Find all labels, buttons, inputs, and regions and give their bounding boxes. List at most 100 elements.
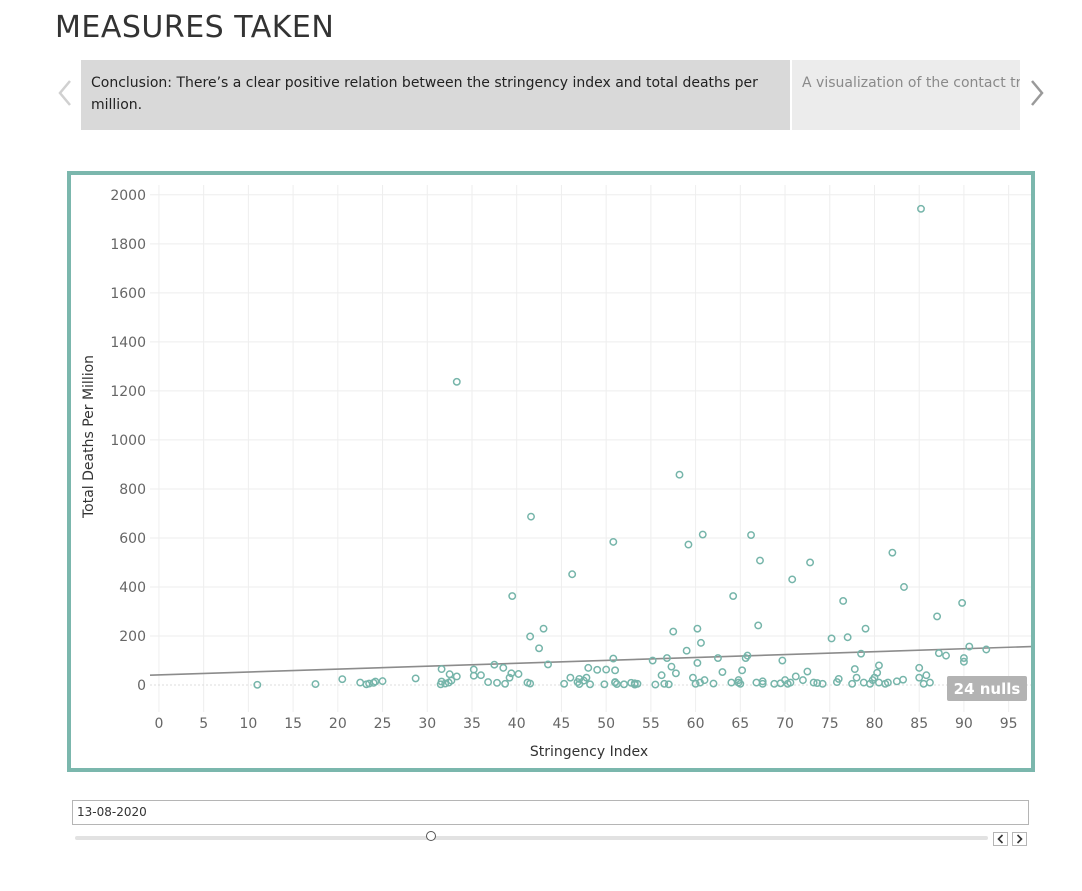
data-point[interactable]: [857, 649, 866, 658]
data-point[interactable]: [958, 598, 967, 607]
data-point[interactable]: [593, 665, 602, 674]
data-point[interactable]: [786, 678, 795, 687]
data-point[interactable]: [411, 674, 420, 683]
data-point[interactable]: [514, 670, 523, 678]
data-point[interactable]: [505, 673, 514, 682]
data-point[interactable]: [827, 634, 836, 643]
data-point[interactable]: [584, 663, 593, 672]
data-point[interactable]: [839, 597, 848, 605]
data-point[interactable]: [611, 666, 620, 675]
data-point[interactable]: [582, 673, 591, 682]
data-point[interactable]: [752, 678, 761, 687]
data-point[interactable]: [874, 661, 883, 670]
data-point[interactable]: [709, 679, 718, 688]
data-point[interactable]: [600, 680, 609, 689]
data-point[interactable]: [507, 669, 516, 678]
story-point-next[interactable]: A visualization of the contact tr: [792, 60, 1020, 130]
data-point[interactable]: [476, 671, 485, 680]
date-filter-input[interactable]: 13-08-2020: [72, 800, 1029, 825]
data-point[interactable]: [560, 679, 569, 688]
date-step-forward-button[interactable]: [1012, 832, 1027, 846]
data-point[interactable]: [718, 668, 727, 676]
data-point[interactable]: [873, 668, 882, 677]
data-point[interactable]: [942, 651, 950, 660]
data-point[interactable]: [758, 677, 767, 686]
data-point[interactable]: [609, 654, 618, 663]
data-point[interactable]: [311, 680, 320, 689]
data-point[interactable]: [818, 679, 827, 688]
data-point[interactable]: [611, 678, 620, 687]
data-point[interactable]: [671, 669, 680, 678]
data-point[interactable]: [371, 677, 380, 686]
data-point[interactable]: [900, 583, 908, 591]
data-point[interactable]: [788, 575, 797, 584]
data-point[interactable]: [933, 612, 942, 621]
data-point[interactable]: [738, 666, 747, 675]
data-point[interactable]: [803, 667, 812, 676]
data-point[interactable]: [667, 662, 676, 671]
data-point[interactable]: [727, 678, 736, 687]
data-point[interactable]: [586, 680, 595, 689]
data-point[interactable]: [447, 676, 456, 685]
data-point[interactable]: [714, 654, 722, 663]
data-point[interactable]: [861, 624, 870, 633]
data-point[interactable]: [501, 679, 510, 688]
data-point[interactable]: [852, 673, 861, 682]
data-point[interactable]: [697, 638, 705, 647]
data-point[interactable]: [754, 621, 763, 630]
nulls-indicator[interactable]: [947, 676, 1027, 701]
data-point[interactable]: [648, 656, 657, 665]
data-point[interactable]: [778, 656, 787, 665]
data-point[interactable]: [539, 624, 548, 633]
data-point[interactable]: [693, 659, 702, 667]
trend-line[interactable]: [149, 645, 1031, 677]
data-point[interactable]: [850, 665, 859, 674]
data-point[interactable]: [892, 677, 901, 686]
data-point[interactable]: [499, 663, 508, 672]
data-point[interactable]: [669, 627, 678, 636]
data-point[interactable]: [922, 671, 931, 680]
data-point[interactable]: [684, 540, 693, 549]
data-point[interactable]: [934, 649, 943, 658]
data-point[interactable]: [959, 657, 968, 666]
data-point[interactable]: [526, 632, 535, 641]
data-point[interactable]: [770, 679, 779, 688]
data-point[interactable]: [834, 674, 843, 683]
data-point[interactable]: [575, 674, 584, 683]
data-point[interactable]: [688, 673, 697, 682]
data-point[interactable]: [798, 676, 807, 685]
data-point[interactable]: [917, 204, 925, 213]
story-next-button[interactable]: [1024, 72, 1050, 114]
data-point[interactable]: [657, 671, 666, 680]
data-point[interactable]: [982, 645, 991, 654]
data-point[interactable]: [698, 530, 707, 539]
data-point[interactable]: [883, 678, 892, 687]
story-point-current[interactable]: Conclusion: There’s a clear positive rel…: [81, 60, 790, 130]
data-point[interactable]: [809, 678, 818, 687]
data-point[interactable]: [700, 676, 709, 685]
data-point[interactable]: [888, 548, 897, 557]
date-slider-thumb[interactable]: [426, 831, 437, 841]
data-point[interactable]: [743, 651, 752, 660]
data-point[interactable]: [445, 670, 454, 679]
data-point[interactable]: [620, 680, 628, 689]
data-point[interactable]: [609, 537, 618, 546]
data-point[interactable]: [508, 592, 517, 601]
data-point[interactable]: [747, 531, 755, 539]
data-point[interactable]: [959, 654, 968, 663]
data-point[interactable]: [664, 680, 673, 689]
data-point[interactable]: [736, 679, 745, 688]
data-point[interactable]: [526, 679, 535, 688]
data-point[interactable]: [544, 660, 552, 669]
data-point[interactable]: [651, 680, 660, 689]
story-prev-button[interactable]: [52, 72, 78, 114]
date-step-back-button[interactable]: [993, 832, 1008, 846]
data-point[interactable]: [693, 624, 702, 633]
data-point[interactable]: [469, 665, 478, 674]
data-point[interactable]: [965, 642, 974, 651]
data-point[interactable]: [602, 665, 611, 674]
data-point[interactable]: [675, 470, 684, 479]
data-point[interactable]: [806, 558, 815, 567]
data-point[interactable]: [915, 673, 924, 682]
data-point[interactable]: [756, 556, 764, 565]
